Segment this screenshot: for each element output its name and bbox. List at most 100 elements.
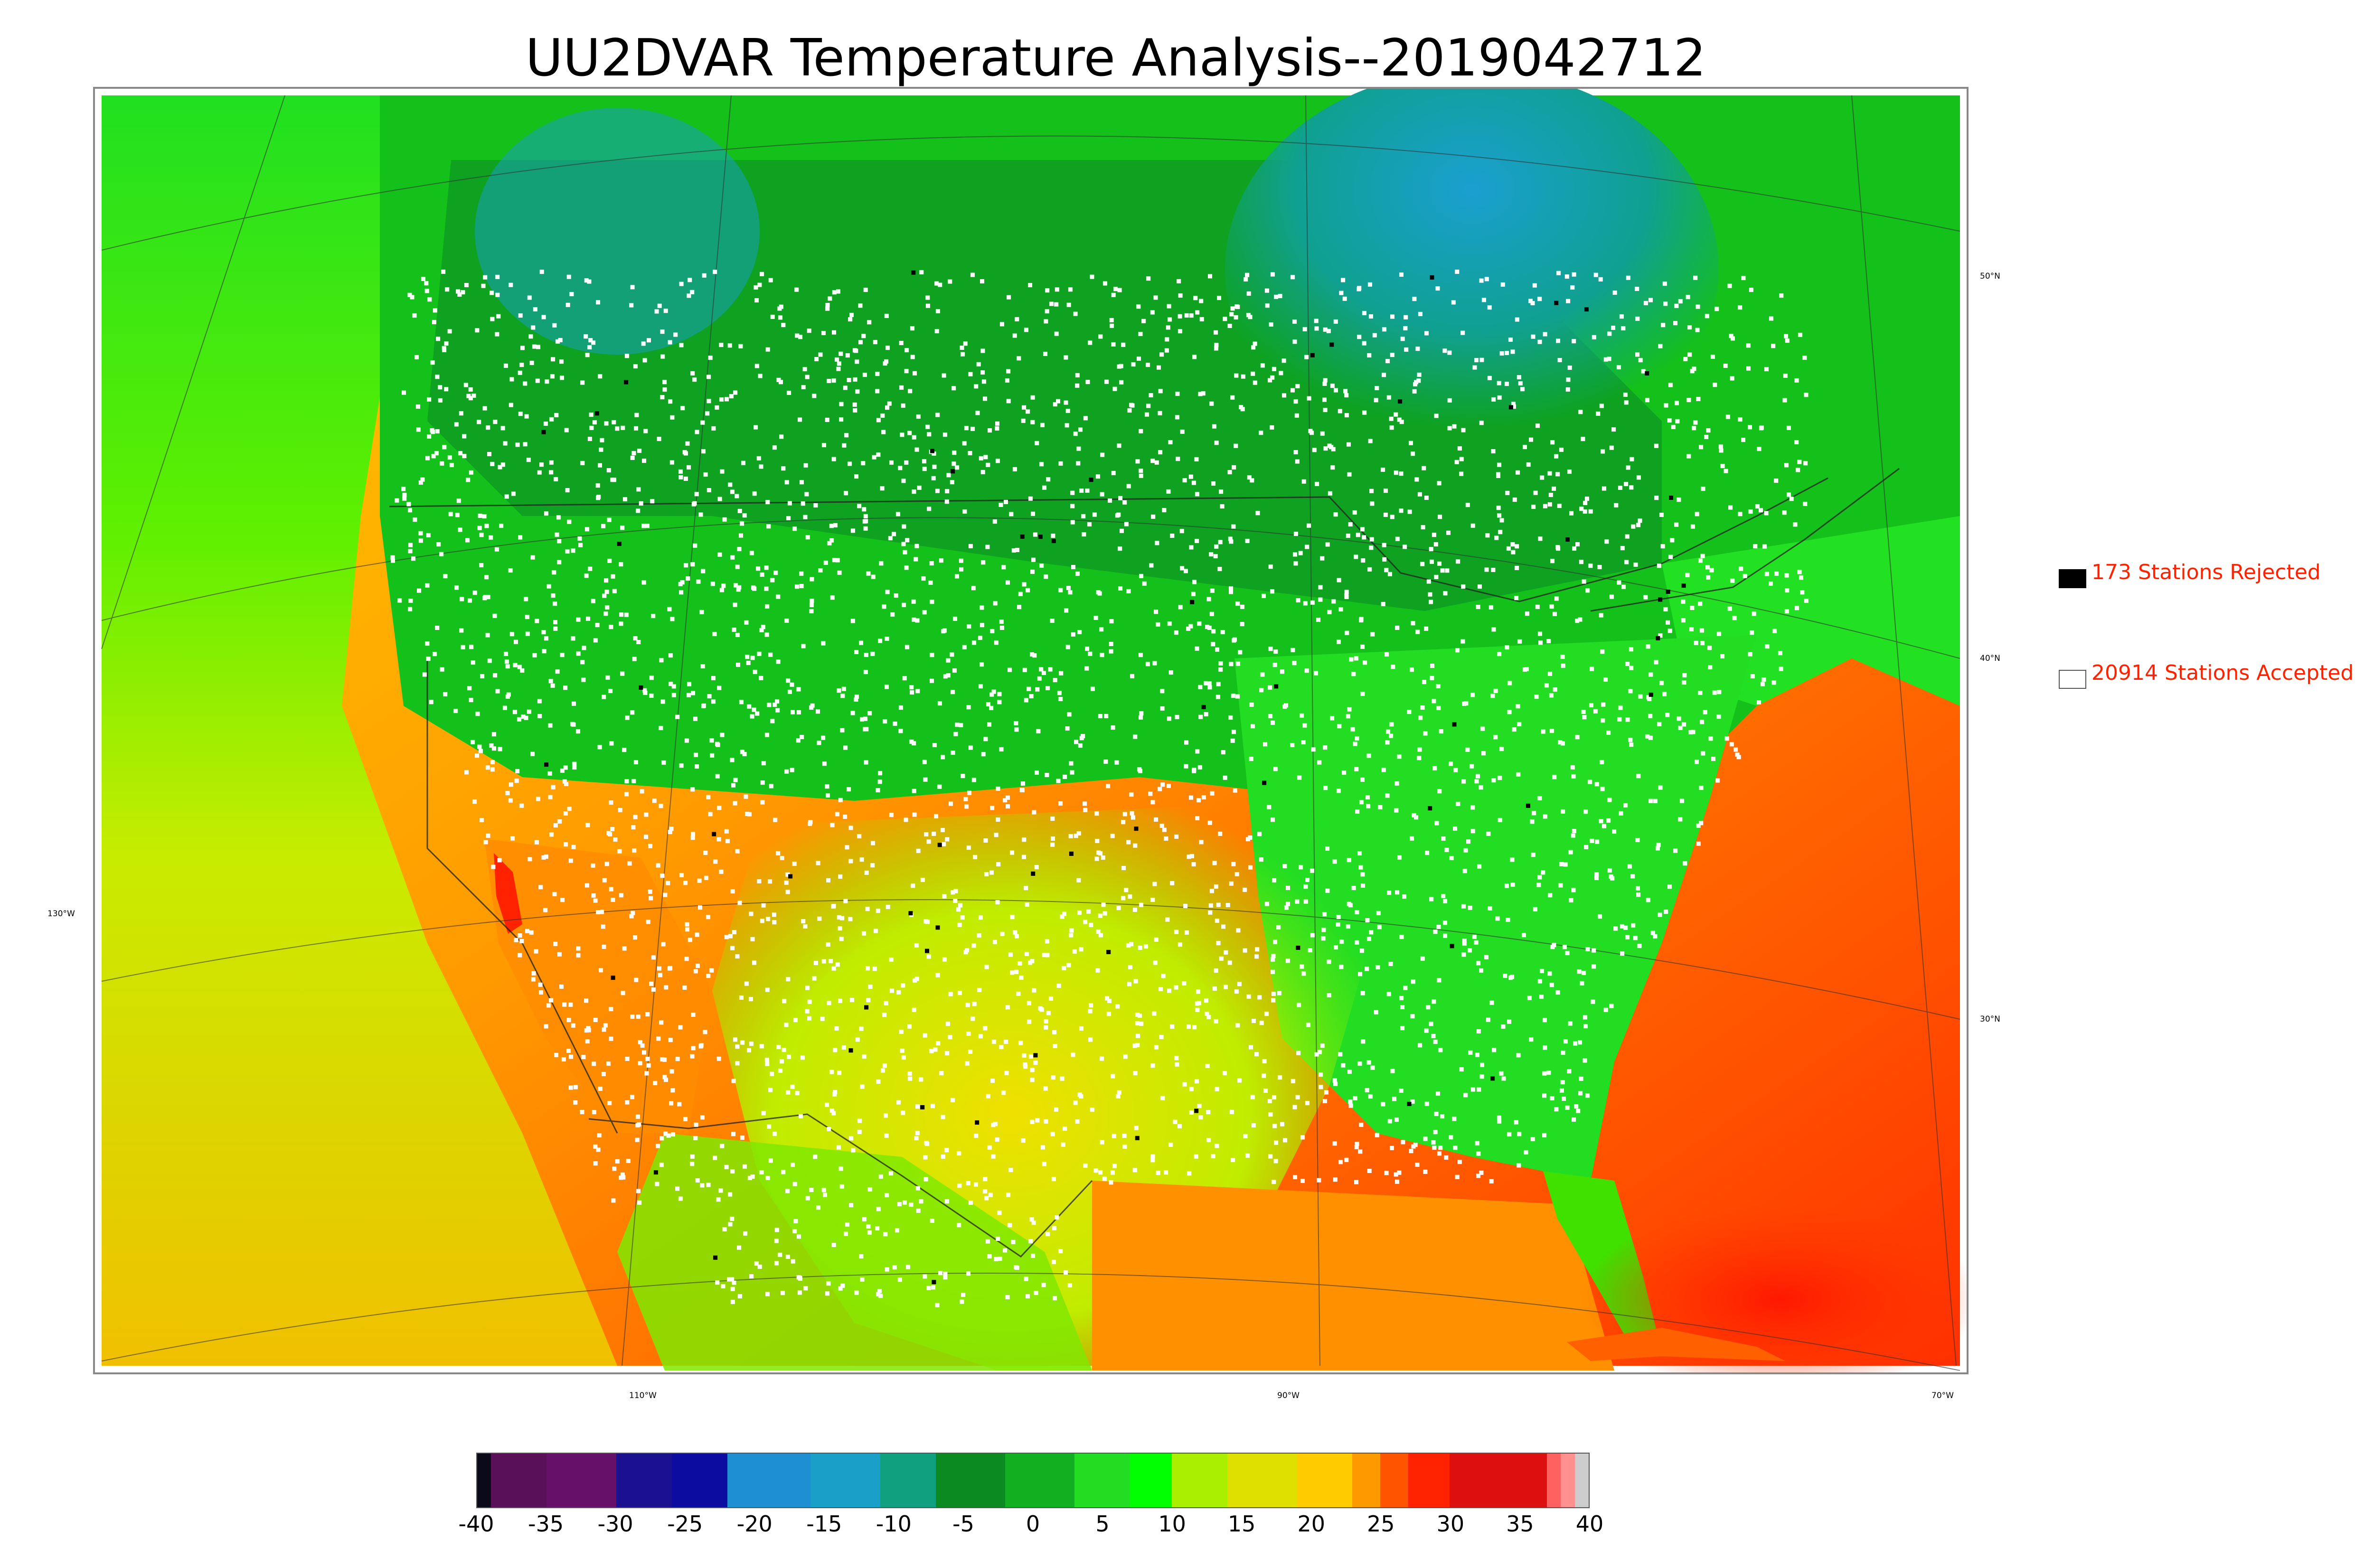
accepted-station-marker	[567, 519, 572, 524]
accepted-station-marker	[619, 1175, 623, 1180]
accepted-station-marker	[1348, 1099, 1353, 1104]
accepted-station-marker	[843, 745, 848, 750]
rejected-station-marker	[1407, 1101, 1412, 1106]
accepted-station-marker	[1764, 572, 1769, 576]
accepted-station-marker	[625, 1100, 630, 1105]
accepted-station-marker	[548, 795, 553, 799]
accepted-station-marker	[736, 587, 741, 592]
accepted-station-marker	[979, 456, 983, 460]
accepted-station-marker	[1253, 341, 1257, 346]
accepted-station-marker	[1071, 565, 1075, 569]
accepted-station-marker	[1088, 1009, 1093, 1014]
accepted-station-marker	[997, 1211, 1002, 1215]
accepted-station-marker	[717, 497, 722, 501]
accepted-station-marker	[1104, 714, 1109, 718]
accepted-station-marker	[769, 784, 773, 789]
accepted-station-marker	[1107, 999, 1112, 1003]
accepted-station-marker	[630, 1014, 635, 1019]
accepted-station-marker	[889, 988, 894, 993]
accepted-station-marker	[1187, 1171, 1192, 1176]
accepted-station-marker	[564, 782, 569, 786]
accepted-station-marker	[1433, 1040, 1438, 1044]
accepted-station-marker	[1323, 786, 1328, 790]
accepted-station-marker	[953, 899, 958, 903]
accepted-station-marker	[553, 601, 557, 606]
accepted-station-marker	[1240, 604, 1244, 609]
accepted-station-marker	[1538, 640, 1543, 645]
accepted-station-marker	[932, 743, 937, 747]
accepted-station-marker	[586, 1028, 591, 1033]
rejected-station-marker	[1033, 1053, 1038, 1058]
accepted-station-marker	[1782, 510, 1787, 515]
accepted-station-marker	[1394, 781, 1399, 786]
accepted-station-marker	[766, 524, 771, 529]
hudson-bay-cold	[1225, 89, 1719, 469]
accepted-station-marker	[1485, 533, 1490, 538]
accepted-station-marker	[518, 313, 523, 318]
map-panel[interactable]: 50°N 40°N 30°N	[93, 87, 2000, 1374]
accepted-station-marker	[892, 532, 896, 536]
accepted-station-marker	[912, 617, 916, 622]
rejected-station-marker	[1508, 405, 1513, 410]
accepted-station-marker	[1495, 916, 1500, 921]
accepted-station-marker	[1030, 569, 1035, 574]
accepted-station-marker	[1703, 710, 1707, 714]
accepted-station-marker	[1690, 524, 1695, 529]
accepted-station-marker	[642, 688, 647, 693]
accepted-station-marker	[1361, 1039, 1366, 1044]
accepted-station-marker	[1114, 760, 1119, 765]
accepted-station-marker	[1565, 951, 1570, 956]
accepted-station-marker	[760, 272, 764, 276]
accepted-station-marker	[749, 1042, 754, 1046]
accepted-station-marker	[1292, 339, 1297, 344]
accepted-station-marker	[730, 946, 735, 950]
accepted-station-marker	[1157, 365, 1161, 370]
accepted-station-marker	[484, 575, 489, 580]
accepted-station-marker	[1231, 1158, 1235, 1162]
accepted-station-marker	[1479, 785, 1483, 790]
accepted-station-marker	[620, 526, 625, 530]
accepted-station-marker	[1544, 683, 1549, 688]
accepted-station-marker	[971, 640, 976, 645]
accepted-station-marker	[660, 1057, 665, 1062]
accepted-station-marker	[1021, 418, 1026, 423]
accepted-station-marker	[937, 701, 942, 706]
accepted-station-marker	[755, 711, 760, 716]
temperature-field-map[interactable]	[95, 89, 1967, 1372]
accepted-station-marker	[1281, 358, 1286, 363]
accepted-station-marker	[735, 564, 740, 569]
accepted-station-marker	[1682, 722, 1686, 727]
accepted-station-marker	[1126, 943, 1131, 948]
accepted-station-marker	[1279, 371, 1283, 376]
accepted-station-marker	[1237, 1078, 1242, 1083]
accepted-station-marker	[867, 711, 872, 715]
accepted-station-marker	[801, 385, 806, 389]
accepted-station-marker	[909, 739, 914, 744]
accepted-station-marker	[1212, 424, 1216, 429]
accepted-station-marker	[961, 352, 965, 357]
accepted-station-marker	[701, 704, 706, 708]
accepted-station-marker	[1696, 823, 1701, 828]
accepted-station-marker	[500, 426, 505, 431]
accepted-station-marker	[855, 389, 860, 394]
accepted-station-marker	[613, 837, 618, 842]
accepted-station-marker	[691, 1046, 696, 1051]
accepted-station-marker	[530, 751, 535, 756]
accepted-station-marker	[849, 312, 854, 317]
accepted-station-marker	[845, 353, 850, 358]
accepted-station-marker	[882, 1063, 887, 1068]
accepted-station-marker	[1303, 899, 1308, 904]
accepted-station-marker	[886, 904, 890, 909]
accepted-station-marker	[1415, 347, 1420, 351]
accepted-station-marker	[1179, 529, 1184, 534]
accepted-station-marker	[1387, 572, 1392, 576]
accepted-station-marker	[580, 1110, 584, 1115]
accepted-station-marker	[1548, 893, 1553, 898]
accepted-station-marker	[1585, 947, 1590, 951]
accepted-station-marker	[1779, 293, 1784, 298]
station-markers	[390, 269, 1809, 1307]
accepted-station-marker	[1246, 994, 1251, 999]
accepted-station-marker	[1491, 568, 1496, 572]
accepted-station-marker	[907, 1024, 912, 1029]
accepted-station-marker	[833, 1090, 838, 1094]
